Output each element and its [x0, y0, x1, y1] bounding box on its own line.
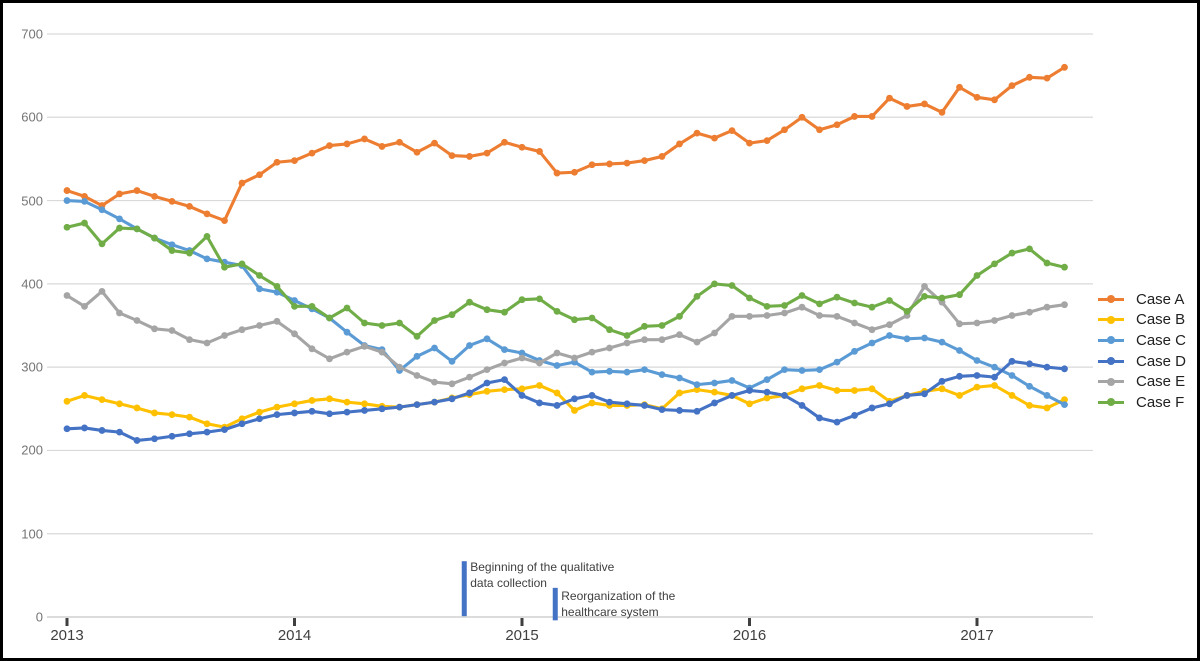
annotation-qualitative-data-collection: Beginning of the qualitative data collec…	[470, 559, 614, 591]
annotation-text-line: data collection	[470, 576, 547, 590]
legend-line-marker-icon	[1098, 357, 1124, 366]
legend-item-case-a: Case A	[1098, 289, 1186, 310]
y-tick-label: 300	[21, 359, 43, 375]
legend-line-marker-icon	[1098, 377, 1124, 386]
y-tick-label: 700	[21, 26, 43, 42]
legend-label: Case C	[1136, 331, 1187, 349]
annotation-healthcare-reorganization: Reorganization of the healthcare system	[561, 588, 675, 620]
legend-label: Case A	[1136, 290, 1185, 308]
legend-line-marker-icon	[1098, 315, 1124, 324]
y-tick-label: 500	[21, 193, 43, 209]
y-tick-label: 600	[21, 109, 43, 125]
y-tick-label: 0	[35, 609, 43, 625]
legend-label: Case E	[1136, 373, 1186, 391]
legend-label: Case B	[1136, 311, 1186, 329]
legend-label: Case F	[1136, 393, 1185, 411]
x-tick-label-2017: 2017	[960, 627, 994, 644]
legend-item-case-b: Case B	[1098, 310, 1186, 331]
annotation-text-line: Reorganization of the	[561, 589, 676, 603]
x-tick-label-2014: 2014	[277, 627, 312, 644]
y-tick-label: 200	[21, 442, 43, 458]
legend-label: Case D	[1136, 352, 1187, 370]
x-tick-label-2016: 2016	[732, 627, 767, 644]
annotation-text-line: healthcare system	[561, 605, 659, 619]
legend-item-case-c: Case C	[1098, 330, 1186, 351]
chart-legend: Case A Case B Case C Case D Case E Case …	[1098, 289, 1186, 413]
y-tick-label: 400	[21, 276, 43, 292]
annotation-text-line: Beginning of the qualitative	[470, 560, 615, 574]
x-tick-label-2013: 2013	[50, 627, 84, 644]
line-chart-canvas	[47, 33, 1093, 626]
legend-item-case-e: Case E	[1098, 371, 1186, 392]
legend-item-case-d: Case D	[1098, 351, 1186, 372]
y-tick-label: 100	[21, 526, 43, 542]
x-tick-label-2015: 2015	[505, 627, 539, 644]
legend-item-case-f: Case F	[1098, 392, 1186, 413]
legend-line-marker-icon	[1098, 295, 1124, 304]
legend-line-marker-icon	[1098, 336, 1124, 345]
legend-line-marker-icon	[1098, 398, 1124, 407]
